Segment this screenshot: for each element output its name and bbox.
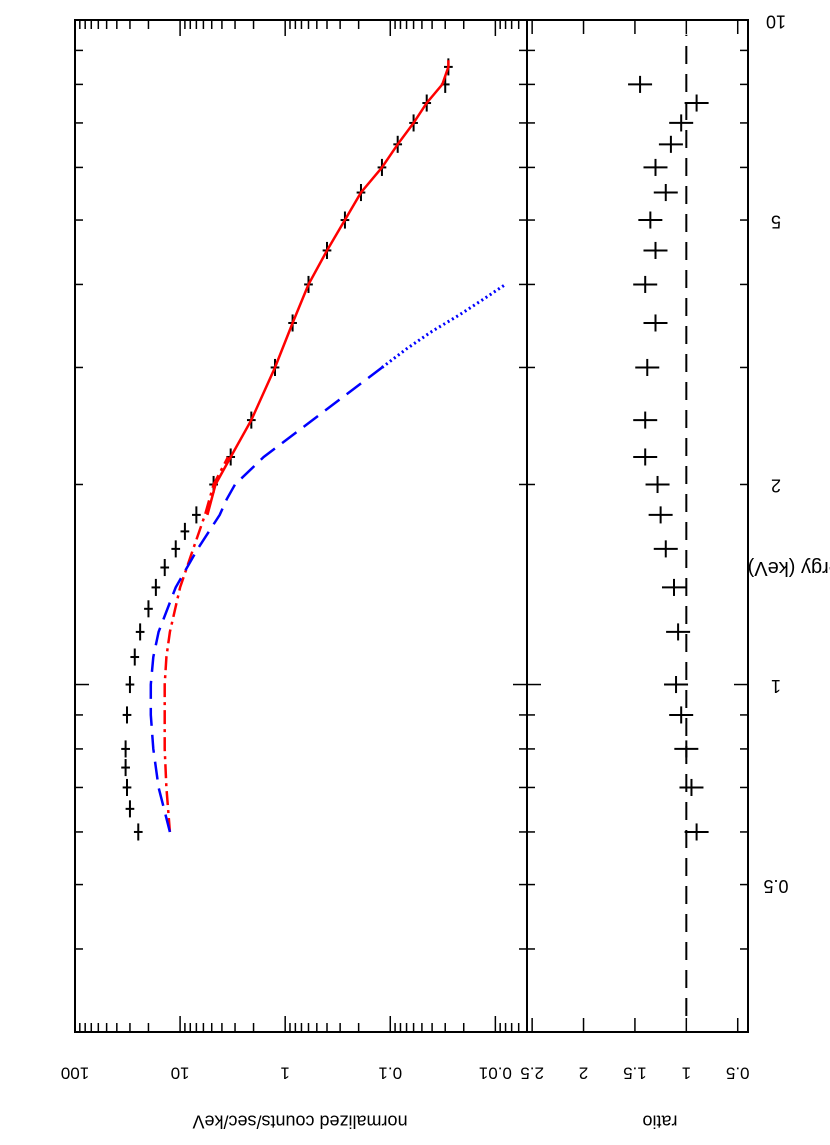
plot-frame bbox=[74, 19, 749, 1033]
ratio-tick-label: 1.5 bbox=[623, 1064, 647, 1083]
counts-tick-label: 10 bbox=[171, 1064, 190, 1083]
spectrum-data-point bbox=[135, 623, 145, 641]
counts-tick-label: 0.01 bbox=[479, 1064, 512, 1083]
spectrum-data-point bbox=[180, 522, 190, 540]
energy-tick-label: 0.5 bbox=[763, 876, 788, 896]
ratio-tick-label: 1 bbox=[682, 1064, 691, 1083]
ratio-data-point bbox=[664, 676, 689, 694]
spectrum-data-point bbox=[130, 648, 140, 666]
ratio-data-point bbox=[643, 314, 668, 332]
spectrum-data-point bbox=[171, 540, 181, 558]
ratio-data-point bbox=[635, 358, 660, 376]
ratio-data-point bbox=[684, 94, 709, 112]
counts-tick-label: 100 bbox=[61, 1064, 89, 1083]
spectrum-data-point bbox=[160, 558, 170, 577]
ratio-data-point bbox=[633, 411, 658, 429]
energy-tick-label: 2 bbox=[771, 476, 781, 496]
y-axis-title-counts: normalized counts/sec/keV bbox=[192, 1111, 407, 1131]
spectrum-data-point bbox=[144, 600, 153, 618]
ratio-data-point bbox=[643, 241, 668, 259]
ratio-data-point bbox=[661, 578, 686, 596]
spectrum-data-point bbox=[122, 778, 132, 796]
ratio-data-point bbox=[633, 275, 658, 293]
spectrum-data-point bbox=[192, 506, 201, 524]
spectrum-data-point bbox=[122, 706, 132, 724]
ratio-data-point bbox=[648, 506, 673, 524]
spectrum-data-point bbox=[125, 676, 135, 694]
ratio-data-point bbox=[684, 823, 709, 841]
ratio-data-point bbox=[658, 135, 683, 153]
ratio-data-point bbox=[674, 740, 699, 758]
energy-tick-label: 10 bbox=[766, 11, 786, 31]
spectrum-data-point bbox=[121, 740, 130, 758]
ratio-tick-label: 0.5 bbox=[726, 1064, 750, 1083]
x-axis-title: Energy (keV) bbox=[748, 557, 830, 579]
ratio-data-point bbox=[679, 778, 704, 796]
model-curve-dash-dot-0-2 bbox=[163, 456, 230, 833]
ratio-data-point bbox=[669, 706, 694, 724]
ratio-data-point bbox=[643, 158, 668, 176]
spectrum-data-point bbox=[151, 578, 161, 596]
ratio-data-point bbox=[633, 448, 658, 466]
ratio-tick-label: 2.5 bbox=[520, 1064, 544, 1083]
model-curve-solid-0-1 bbox=[206, 60, 450, 516]
y-axis-title-ratio: ratio bbox=[642, 1111, 677, 1131]
ratio-data-point bbox=[669, 114, 694, 132]
spectrum-data-point bbox=[133, 823, 143, 841]
ratio-tick-label: 2 bbox=[579, 1064, 588, 1083]
ratio-data-point bbox=[638, 211, 663, 229]
spectrum-data-point bbox=[121, 759, 130, 777]
ratio-data-point bbox=[666, 623, 691, 641]
energy-tick-label: 5 bbox=[771, 211, 781, 231]
counts-tick-label: 0.1 bbox=[378, 1064, 402, 1083]
energy-tick-label: 1 bbox=[771, 676, 781, 696]
ratio-data-point bbox=[653, 540, 678, 558]
spectrum-data-point bbox=[125, 800, 135, 818]
ratio-data-point bbox=[628, 75, 653, 93]
model-curve-dashed-0-3 bbox=[149, 366, 383, 833]
counts-tick-label: 1 bbox=[280, 1064, 289, 1083]
ratio-data-point bbox=[653, 184, 678, 202]
ratio-data-point bbox=[645, 475, 670, 494]
model-curve-dotted-0-4 bbox=[381, 283, 507, 369]
